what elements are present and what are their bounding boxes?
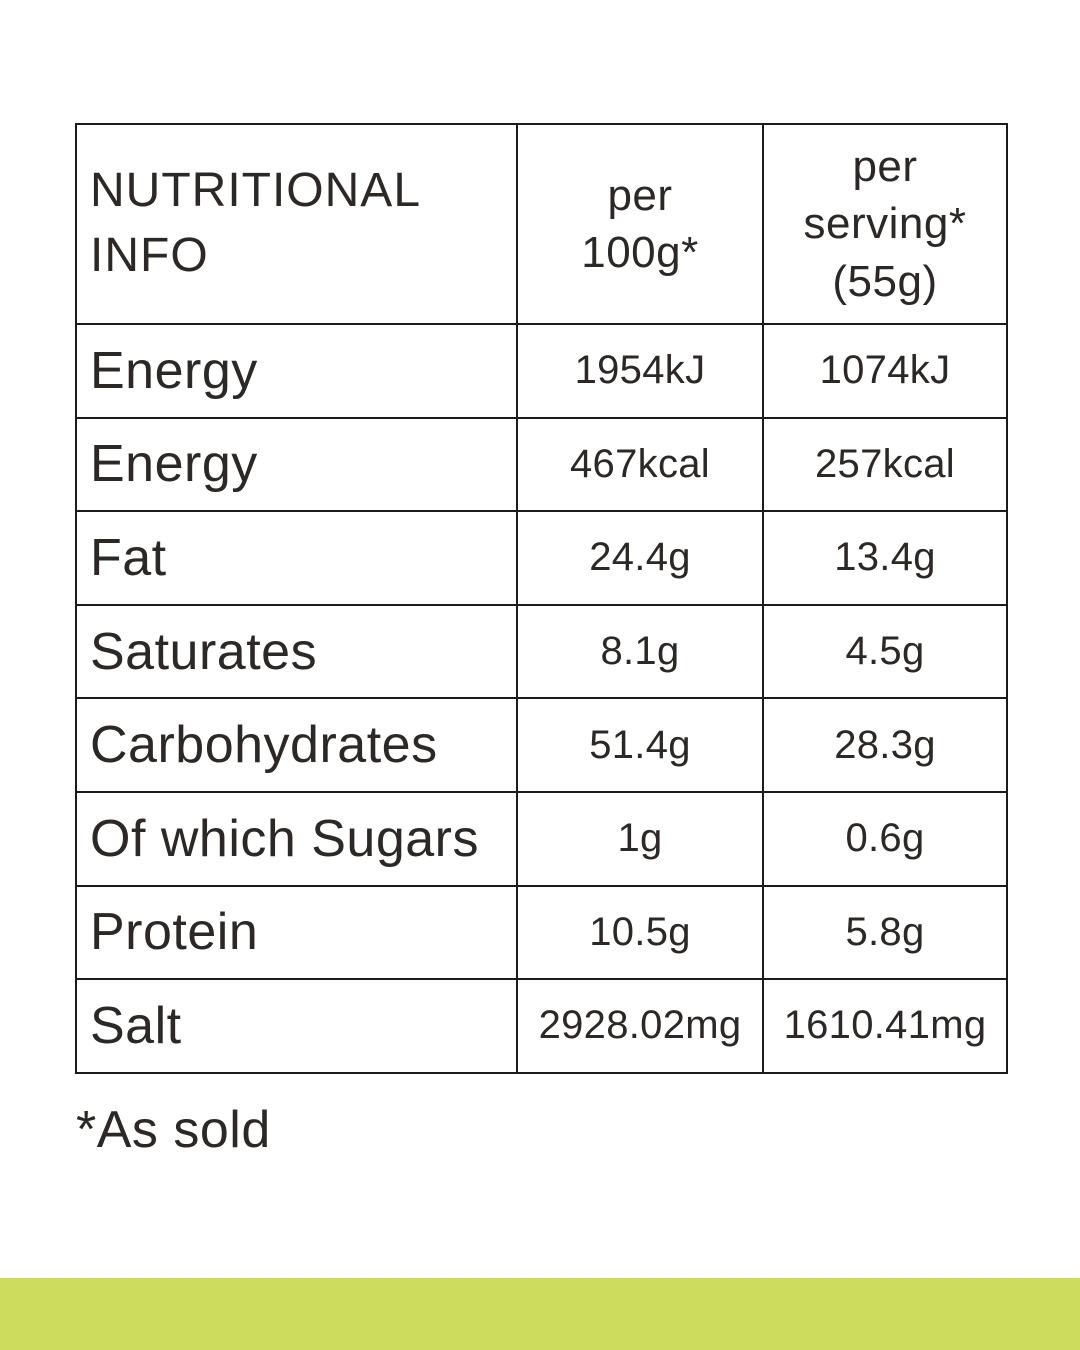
nutrient-value-per-100g: 467kcal [516, 416, 764, 513]
nutrient-label: Carbohydrates [75, 697, 518, 793]
nutrition-table-header: NUTRITIONAL INFO per 100g* per serving* … [75, 123, 1008, 325]
nutrient-value-per-serving: 28.3g [762, 697, 1008, 793]
nutrient-label: Of which Sugars [75, 790, 518, 887]
table-row: Protein 10.5g 5.8g [75, 884, 1008, 981]
table-row: Of which Sugars 1g 0.6g [75, 790, 1008, 887]
nutrient-label: Salt [75, 978, 518, 1074]
table-row: Fat 24.4g 13.4g [75, 510, 1008, 606]
nutrient-label: Fat [75, 510, 518, 606]
table-row: Energy 1954kJ 1074kJ [75, 323, 1008, 419]
nutrient-value-per-100g: 2928.02mg [516, 978, 764, 1074]
header-per-100g: per 100g* [516, 123, 764, 325]
nutrient-label: Energy [75, 323, 518, 419]
nutrient-value-per-serving: 0.6g [762, 790, 1008, 887]
nutrient-value-per-serving: 1610.41mg [762, 978, 1008, 1074]
table-row: Saturates 8.1g 4.5g [75, 603, 1008, 700]
table-row: Salt 2928.02mg 1610.41mg [75, 978, 1008, 1074]
nutrient-value-per-100g: 51.4g [516, 697, 764, 793]
nutrient-value-per-100g: 8.1g [516, 603, 764, 700]
nutrient-value-per-100g: 1954kJ [516, 323, 764, 419]
header-nutritional-info: NUTRITIONAL INFO [75, 123, 518, 325]
table-body: Energy 1954kJ 1074kJ Energy 467kcal 257k… [75, 323, 1008, 1074]
nutrient-label: Energy [75, 416, 518, 513]
as-sold-footnote: *As sold [76, 1101, 271, 1159]
nutrient-value-per-100g: 10.5g [516, 884, 764, 981]
nutrient-value-per-serving: 13.4g [762, 510, 1008, 606]
nutrient-value-per-serving: 4.5g [762, 603, 1008, 700]
nutrient-value-per-100g: 1g [516, 790, 764, 887]
nutrient-value-per-100g: 24.4g [516, 510, 764, 606]
table-row: Carbohydrates 51.4g 28.3g [75, 697, 1008, 793]
nutrient-value-per-serving: 257kcal [762, 416, 1008, 513]
nutrition-table: NUTRITIONAL INFO per 100g* per serving* … [75, 123, 1008, 1074]
nutrient-value-per-serving: 1074kJ [762, 323, 1008, 419]
nutrient-label: Saturates [75, 603, 518, 700]
nutrient-label: Protein [75, 884, 518, 981]
header-per-serving: per serving* (55g) [762, 123, 1008, 325]
accent-bar [0, 1278, 1080, 1350]
header-row: NUTRITIONAL INFO per 100g* per serving* … [75, 123, 1008, 325]
table-row: Energy 467kcal 257kcal [75, 416, 1008, 513]
nutrient-value-per-serving: 5.8g [762, 884, 1008, 981]
